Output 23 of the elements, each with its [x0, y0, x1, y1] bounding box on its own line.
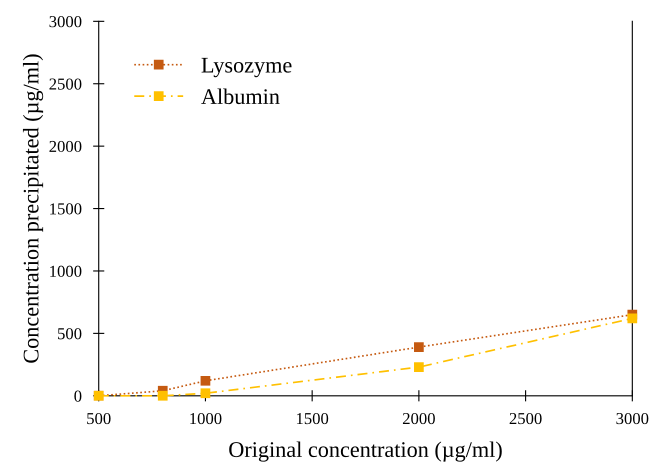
y-tick-label: 2500 [49, 78, 82, 90]
x-tick-label: 500 [87, 412, 111, 424]
y-tick-label: 0 [74, 390, 82, 402]
y-axis-title: Concentration precipitated (µg/ml) [22, 54, 44, 363]
x-axis-title: Original concentration (µg/ml) [229, 441, 502, 462]
point [627, 314, 638, 324]
y-tick-label: 3000 [50, 16, 82, 28]
y-tick-label: 2000 [49, 140, 82, 152]
point [200, 376, 210, 386]
x-tick-label: 2000 [402, 412, 435, 424]
legend-label: Lysozyme [202, 58, 292, 78]
x-tick-label: 3000 [616, 412, 648, 424]
y-tick-label: 1500 [50, 203, 82, 215]
y-tick-label: 500 [58, 328, 82, 340]
x-tick-label: 1000 [190, 412, 222, 424]
x-tick-label: 1500 [296, 412, 328, 424]
point [158, 390, 168, 401]
point [200, 388, 210, 398]
x-tick-label: 2500 [510, 412, 542, 424]
point [414, 342, 424, 352]
point [414, 362, 424, 372]
legend-label: Albumin [201, 88, 280, 104]
y-tick-label: 1000 [50, 266, 82, 277]
